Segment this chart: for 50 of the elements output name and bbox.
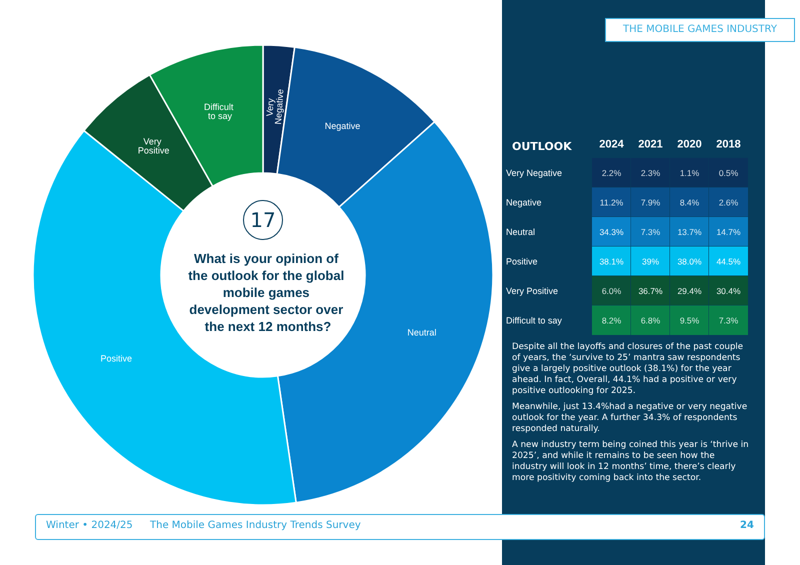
slice-label: Very Negative <box>264 88 286 125</box>
data-label: 6.0% <box>602 286 622 296</box>
data-label: 11.2% <box>600 197 624 208</box>
data-label: 0.5% <box>718 168 739 178</box>
text: A new industry term being coined this year is ‘thrive in 2025’, and while it remains to be seen how the industry will look in 12 months’ time, there’s clearly more positivity coming back into the sector. <box>512 440 750 484</box>
data-label: 7.3% <box>640 226 661 237</box>
slice-label: Negative <box>324 120 360 131</box>
data-label: 7.3% <box>718 315 739 326</box>
y-tick-label: Very Positive <box>506 286 558 296</box>
x-tick-label: 2018 <box>716 138 741 150</box>
text: 17 <box>243 200 283 240</box>
data-label: 44.5% <box>716 256 741 266</box>
x-tick-label: 2021 <box>638 138 663 150</box>
data-label: 36.7% <box>638 286 663 296</box>
slice-label: Neutral <box>407 328 436 338</box>
slice-label: Positive <box>100 354 132 364</box>
text: The Mobile Games Industry Trends Survey <box>150 520 361 531</box>
data-label: 9.5% <box>680 315 700 326</box>
text: Despite all the layoffs and closures of the past couple of years, the ‘survive to 25’ mantra saw respondents give a largely positive outlook (38.1%) for the year ahead. In fact, Overall, 44.1% had a positive or very positive outlooking for 2025. <box>512 342 744 397</box>
data-label: 2.2% <box>602 168 622 178</box>
x-tick-label: 2024 <box>599 138 625 150</box>
data-label: 39% <box>642 256 660 266</box>
slice-label: Very Positive <box>138 136 170 156</box>
data-label: 8.2% <box>602 315 622 326</box>
data-label: 14.7% <box>716 226 741 237</box>
x-tick-label: 2020 <box>677 138 702 150</box>
data-label: 30.4% <box>716 286 741 296</box>
y-tick-label: Very Negative <box>506 168 562 178</box>
y-axis-title: OUTLOOK <box>512 140 572 153</box>
data-label: 38.1% <box>599 256 624 266</box>
data-label: 6.8% <box>640 315 661 326</box>
y-tick-label: Neutral <box>506 226 536 237</box>
y-tick-label: Negative <box>506 197 542 208</box>
data-label: 2.6% <box>718 197 739 208</box>
slice-label: Difficult to say <box>204 102 236 122</box>
data-label: 1.1% <box>680 168 700 178</box>
text: What is your opinion of the outlook for the global mobile games development sector over the next 12 months? <box>188 251 348 334</box>
data-label: 8.4% <box>680 197 700 208</box>
y-tick-label: Positive <box>506 256 538 266</box>
data-label: 34.3% <box>599 226 624 237</box>
text: Winter • 2024/25 <box>46 520 133 531</box>
text: 24 <box>740 520 754 531</box>
text: Meanwhile, just 13.4%had a negative or very negative outlook for the year. A further 34.3% of respondents responded naturally. <box>512 402 748 435</box>
text: THE MOBILE GAMES INDUSTRY <box>605 18 795 42</box>
data-label: 7.9% <box>640 197 661 208</box>
data-label: 29.4% <box>677 286 702 296</box>
data-label: 2.3% <box>640 168 661 178</box>
y-tick-label: Difficult to say <box>506 315 562 326</box>
data-label: 13.7% <box>677 226 702 237</box>
data-label: 38.0% <box>677 256 702 266</box>
